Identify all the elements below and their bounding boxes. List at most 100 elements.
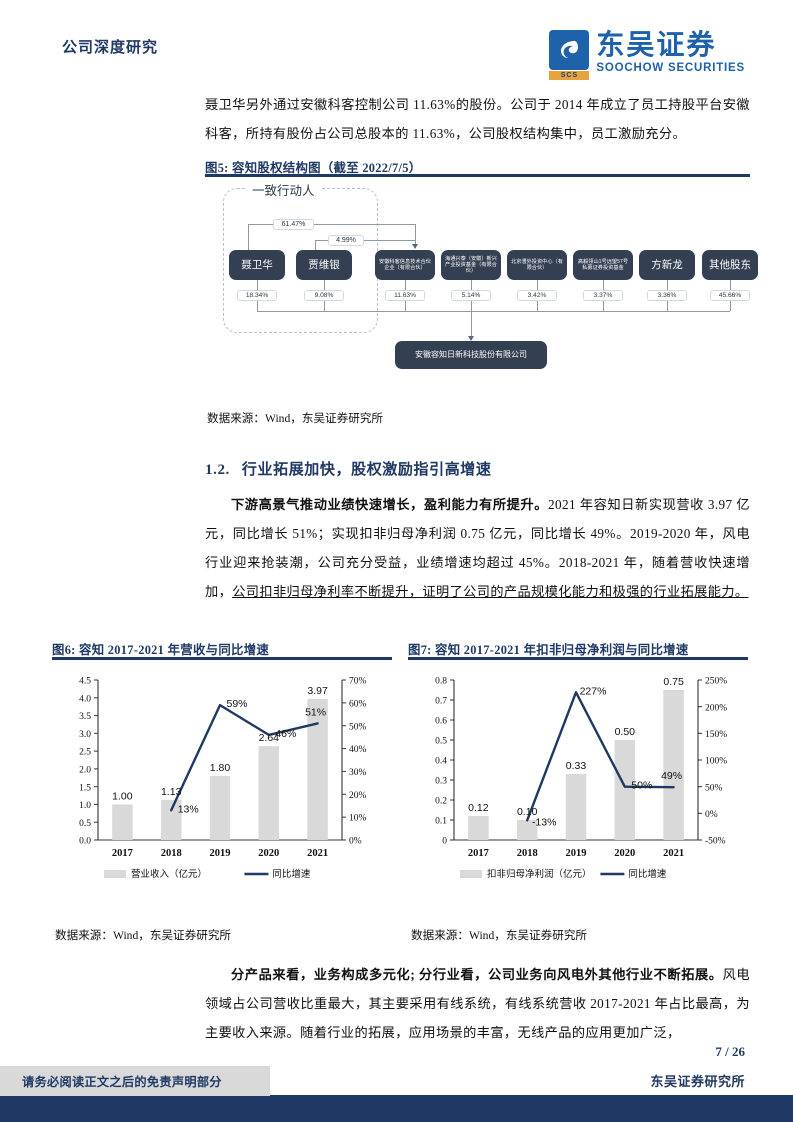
figure6-rule	[52, 657, 392, 660]
company-node: 安徽容知日新科技股份有限公司	[395, 341, 547, 369]
concert-party-label: 一致行动人	[247, 180, 320, 199]
bar-value-label: 0.50	[615, 726, 636, 738]
bar-value-label: 0.33	[566, 760, 587, 772]
line-value-label: 59%	[226, 698, 247, 710]
y2-tick-label: 0%	[705, 810, 718, 820]
chart-canvas: 0.0 0.5 1.0 1.5 2.0 2.5 3.0 3.5 4.0 4.5 0% 10% 20% 30…	[79, 677, 367, 880]
node-stem	[730, 301, 731, 311]
line-value-label: 50%	[631, 780, 652, 792]
bar-value-label: 1.13	[161, 786, 182, 798]
node-stem	[603, 280, 604, 290]
shareholder-pct-2: 11.63%	[385, 290, 425, 301]
growth-line	[525, 691, 675, 822]
y2-tick-label: 0%	[349, 837, 362, 847]
shareholder-node-6: 方新龙	[639, 250, 695, 280]
x-tick-label: 2020	[614, 848, 635, 859]
figure5-org-chart: 一致行动人 61.47% 4.99% 聂卫华 贾维银 安徽科客信息技术合伙企业（…	[215, 178, 758, 393]
closing-paragraph: 分产品来看，业务构成多元化; 分行业看，公司业务向风电外其他行业不断拓展。风电领…	[205, 960, 750, 1047]
y2-tick-label: 40%	[349, 745, 367, 755]
y-tick-label: 0.8	[435, 677, 447, 687]
company-arrow-icon	[468, 336, 474, 341]
bar-value-label: 1.80	[210, 762, 231, 774]
figure6-chart: 0.0 0.5 1.0 1.5 2.0 2.5 3.0 3.5 4.0 4.5 0% 10% 20% 30…	[52, 662, 392, 892]
bar-value-label: 1.00	[112, 790, 133, 802]
node-stem	[324, 280, 325, 290]
link-line	[315, 240, 415, 241]
y-tick-label: 0.5	[435, 737, 447, 747]
link-line	[315, 240, 316, 250]
x-tick-label: 2019	[210, 848, 231, 859]
x-tick-label: 2018	[517, 848, 538, 859]
y2-tick-label: 20%	[349, 791, 367, 801]
node-stem	[324, 301, 325, 311]
figure6-source: 数据来源：Wind，东吴证券研究所	[55, 929, 232, 942]
legend-label-line: 同比增速	[628, 868, 667, 880]
bar	[112, 804, 133, 840]
x-tick-label: 2021	[663, 848, 684, 859]
bar-value-label: 3.97	[307, 685, 328, 697]
y2-tick-label: 250%	[705, 677, 727, 687]
brand-logo: SCS 东吴证券 SOOCHOW SECURITIES	[549, 29, 745, 80]
y2-tick-label: 50%	[705, 783, 723, 793]
figure5-caption: 图5: 容知股权结构图（截至 2022/7/5）	[205, 161, 422, 175]
y-tick-label: 4.0	[79, 694, 91, 704]
node-stem	[257, 280, 258, 290]
line-value-label: 51%	[305, 706, 326, 718]
body-paragraph-rest: 2021 年容知日新实现营收 3.97 亿元，同比增长 51%；实现扣非归母净利…	[205, 497, 751, 599]
body-paragraph: 下游高景气推动业绩快速增长，盈利能力有所提升。2021 年容知日新实现营收 3.…	[205, 490, 750, 606]
figure6-caption: 图6: 容知 2017-2021 年营收与同比增速	[52, 643, 270, 657]
line-value-label: 13%	[178, 803, 199, 815]
logo-text-chinese: 东吴证券	[596, 29, 717, 60]
figure7-source: 数据来源：Wind，东吴证券研究所	[411, 929, 588, 942]
section-title: 行业拓展加快，股权激励指引高增速	[241, 462, 492, 478]
soochow-logo-icon: SCS	[549, 30, 590, 80]
node-stem	[405, 301, 406, 311]
page-number: 7 / 26	[715, 1044, 745, 1059]
link-pct-499: 4.99%	[328, 235, 364, 246]
y2-tick-label: 70%	[349, 677, 367, 687]
link-pct-6147: 61.47%	[273, 219, 314, 230]
bus-line	[257, 311, 730, 312]
node-stem	[667, 280, 668, 290]
y-tick-label: 1.0	[79, 801, 91, 811]
link-arrow-icon	[412, 244, 418, 249]
company-stem	[471, 311, 472, 340]
figure7-caption: 图7: 容知 2017-2021 年扣非归母净利润与同比增速	[408, 643, 689, 657]
y-tick-label: 3.0	[79, 730, 91, 740]
y-tick-label: 1.5	[79, 783, 91, 793]
y-tick-label: 0.2	[435, 797, 447, 807]
x-tick-label: 2021	[307, 848, 328, 859]
bar-value-label: 0.10	[517, 806, 538, 818]
x-tick-label: 2018	[161, 848, 182, 859]
shareholder-pct-5: 3.37%	[583, 290, 623, 301]
link-line	[403, 224, 415, 225]
y-tick-label: 2.0	[79, 765, 91, 775]
x-tick-label: 2017	[112, 848, 133, 859]
shareholder-pct-0: 18.34%	[237, 290, 277, 301]
node-stem	[730, 280, 731, 290]
x-tick-label: 2017	[468, 848, 489, 859]
chart-canvas: 0 0.1 0.2 0.3 0.4 0.5 0.6 0.7 0.8 -50% 0% 50% 100% 15…	[435, 676, 727, 880]
y-tick-label: 0.3	[435, 777, 447, 787]
footer-institute: 东吴证券研究所	[650, 1074, 745, 1089]
bar	[663, 690, 684, 840]
link-line	[248, 224, 403, 225]
legend-swatch-bar	[104, 870, 126, 878]
logo-text-english: SOOCHOW SECURITIES	[596, 62, 745, 74]
footer-disclaimer: 请务必阅读正文之后的免责声明部分	[0, 1066, 270, 1096]
bar	[209, 776, 231, 840]
x-tick-label: 2020	[258, 848, 279, 859]
node-stem	[257, 301, 258, 311]
shareholder-node-3: 海通兴泰（安徽）新兴产业投资基金（有限合伙）	[441, 250, 501, 280]
shareholder-node-2: 安徽科客信息技术合伙企业（有限合伙）	[375, 250, 435, 280]
shareholder-node-1: 贾维银	[296, 250, 352, 280]
figure7-chart: 0 0.1 0.2 0.3 0.4 0.5 0.6 0.7 0.8 -50% 0% 50% 100% 15…	[408, 662, 748, 892]
y-tick-label: 4.5	[79, 677, 91, 687]
y2-tick-label: 200%	[705, 703, 727, 713]
growth-line	[169, 703, 319, 812]
y-tick-label: 0.0	[79, 837, 91, 847]
bar-value-label: 0.75	[663, 676, 684, 688]
figure5-rule	[205, 174, 750, 177]
header-doc-type: 公司深度研究	[62, 40, 159, 56]
bar	[258, 746, 280, 840]
